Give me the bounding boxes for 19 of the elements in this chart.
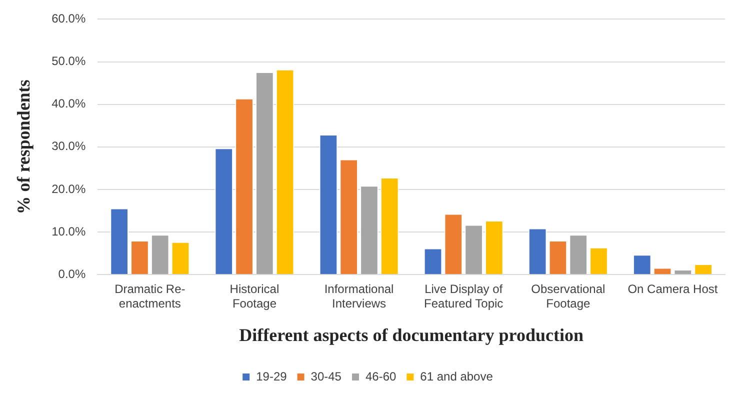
x-axis-title: Different aspects of documentary production: [239, 324, 584, 345]
y-tick-label: 40.0%: [52, 96, 86, 111]
legend-label: 30-45: [310, 369, 342, 384]
x-tick-label: Historical Footage: [230, 282, 280, 311]
y-tick-label: 0.0%: [58, 266, 86, 281]
y-tick-label: 20.0%: [52, 182, 86, 196]
y-axis-title: % of respondents: [13, 80, 34, 214]
x-tick-label: Dramatic Re-enactments: [114, 282, 186, 311]
legend-label: 19-29: [256, 369, 288, 384]
x-tick-label: On Camera Host: [628, 282, 718, 296]
x-tick-label: Live Display of Featured Topic: [424, 282, 504, 311]
legend-label: 46-60: [365, 369, 396, 384]
x-tick-label: Informational Interviews: [324, 282, 394, 311]
legend-label: 61 and above: [420, 369, 494, 384]
y-tick-label: 50.0%: [52, 54, 86, 68]
y-tick-label: 60.0%: [52, 12, 86, 26]
x-tick-label: Observational Footage: [531, 282, 606, 311]
y-tick-label: 30.0%: [52, 139, 86, 154]
y-tick-label: 10.0%: [52, 224, 86, 238]
